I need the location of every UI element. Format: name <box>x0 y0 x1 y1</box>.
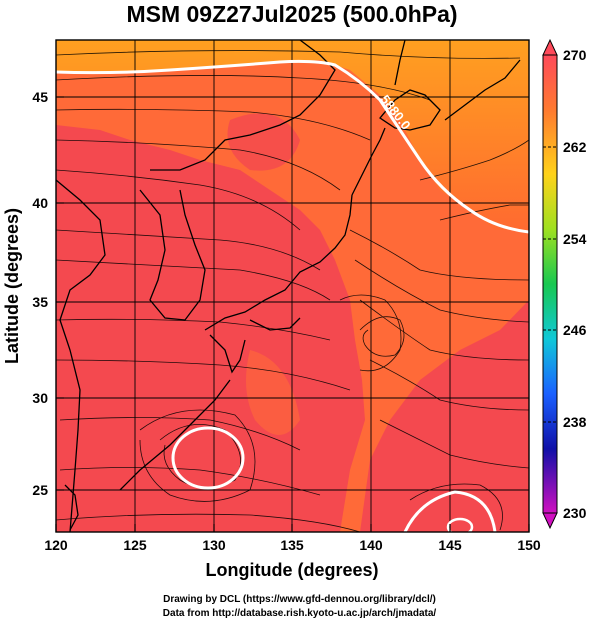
credit-data-source: Data from http://database.rish.kyoto-u.a… <box>162 608 437 619</box>
colorbar-tick-label: 254 <box>563 231 587 247</box>
coast-kyushu-honshu <box>204 194 353 331</box>
credit-drawing: Drawing by DCL (https://www.gfd-dennou.o… <box>163 594 436 605</box>
y-tick-label: 35 <box>32 294 48 310</box>
colorbar-bottom-arrow <box>542 512 558 530</box>
map-plot-area: 5880.0 <box>56 40 529 532</box>
north-temperature-band <box>56 40 529 230</box>
x-tick-label: 120 <box>44 537 68 553</box>
colorbar-tick-label: 262 <box>563 139 587 155</box>
colorbar-tick-label: 238 <box>563 414 587 430</box>
x-axis-title: Longitude (degrees) <box>205 560 378 580</box>
x-tick-label: 135 <box>280 537 304 553</box>
coast-taiwan <box>64 484 79 531</box>
colorbar: 270 262 254 246 238 230 <box>542 38 587 530</box>
contour-closed-se <box>403 490 497 532</box>
colorbar-gradient <box>542 54 558 514</box>
contour-closed-low-west <box>171 426 245 490</box>
colorbar-top-arrow <box>542 38 558 56</box>
x-tick-label: 145 <box>438 537 462 553</box>
coast-kyushu-south <box>209 334 246 374</box>
y-tick-label: 30 <box>32 390 48 406</box>
x-tick-label: 125 <box>123 537 147 553</box>
cool-patch <box>227 113 300 171</box>
colorbar-tick-label: 230 <box>563 505 587 521</box>
height-contours <box>56 59 529 532</box>
coast-kurils <box>444 59 521 121</box>
x-axis: 120 125 130 135 140 145 150 Longitude (d… <box>44 524 541 580</box>
x-tick-label: 150 <box>517 537 541 553</box>
contour-5880-north <box>56 59 529 234</box>
coast-china <box>56 179 106 532</box>
contour-closed-se-inner <box>446 517 474 532</box>
y-axis-title: Latitude (degrees) <box>2 208 22 364</box>
coast-ryukyu <box>119 379 231 491</box>
warm-temperature-region <box>56 40 529 532</box>
coastlines <box>56 40 521 532</box>
grid <box>56 40 529 532</box>
coast-korea <box>139 189 206 321</box>
y-tick-label: 40 <box>32 195 48 211</box>
x-tick-label: 140 <box>359 537 383 553</box>
chart-title: MSM 09Z27Jul2025 (500.0hPa) <box>126 1 457 27</box>
y-axis: 25 30 35 40 45 Latitude (degrees) <box>2 89 64 498</box>
x-tick-label: 130 <box>202 537 226 553</box>
wind-streamlines <box>56 50 529 532</box>
colorbar-tick-label: 246 <box>563 322 587 338</box>
cool-patch <box>246 350 300 435</box>
coast-shikoku <box>249 317 301 331</box>
coast-honshu-north <box>351 127 386 196</box>
y-tick-label: 45 <box>32 89 48 105</box>
y-tick-label: 25 <box>32 482 48 498</box>
colorbar-tick-label: 270 <box>563 47 587 63</box>
coast-sakhalin <box>394 40 406 86</box>
